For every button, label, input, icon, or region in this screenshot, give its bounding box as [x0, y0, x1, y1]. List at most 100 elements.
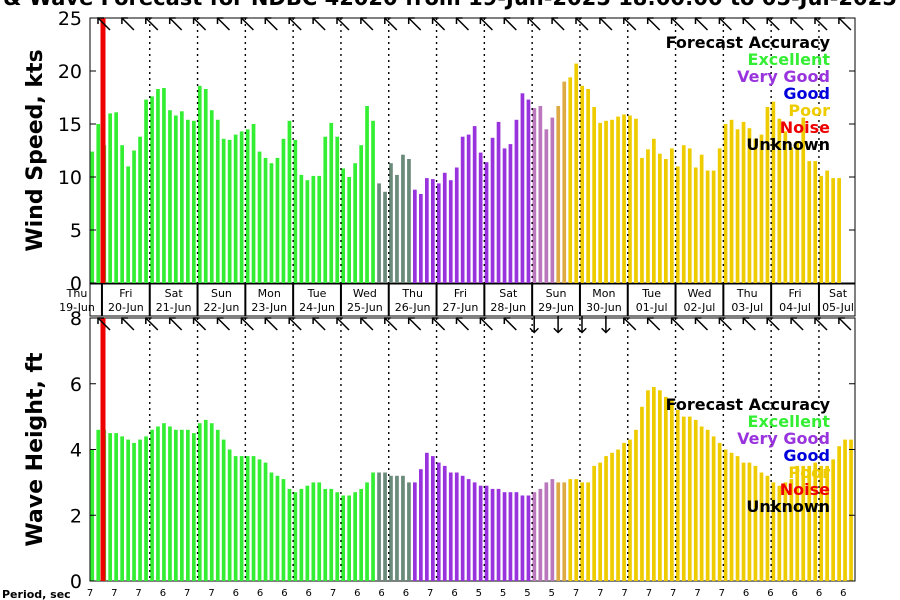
arrow-head — [551, 17, 559, 24]
y-axis-label: Wind Speed, kts — [23, 49, 48, 251]
arrow-head — [431, 317, 439, 324]
bar — [203, 89, 208, 283]
day-name: Fri — [119, 287, 132, 300]
direction-arrow — [718, 17, 732, 31]
direction-arrow — [312, 317, 326, 331]
bar — [771, 101, 776, 283]
period-value: 7 — [427, 588, 433, 599]
arrow-shaft — [97, 317, 111, 331]
bar — [544, 129, 549, 283]
period-value: 6 — [792, 588, 798, 599]
arrow-head — [168, 317, 176, 324]
direction-arrow — [312, 17, 326, 31]
arrow-head — [97, 317, 104, 324]
bar — [753, 465, 758, 581]
bar — [640, 157, 644, 283]
arrow-shaft — [288, 17, 302, 31]
bar — [568, 77, 573, 284]
arrow-shaft — [575, 17, 589, 31]
y-tick-label: 6 — [70, 374, 82, 396]
direction-arrow — [503, 17, 517, 31]
bar — [723, 449, 728, 581]
arrow-shaft — [742, 317, 756, 331]
bar — [586, 482, 590, 581]
day-name: Sat — [499, 287, 518, 300]
arrow-shaft — [694, 17, 709, 31]
direction-arrow — [529, 315, 539, 334]
arrow-head — [479, 317, 487, 324]
period-value: 6 — [840, 588, 846, 599]
direction-arrow — [599, 17, 613, 31]
bar — [168, 110, 172, 283]
bar — [837, 178, 841, 283]
bar — [108, 433, 112, 581]
bar — [646, 149, 650, 283]
direction-arrow — [336, 17, 350, 31]
arrow-head — [601, 327, 611, 334]
bar — [598, 462, 602, 581]
direction-arrow — [694, 317, 709, 331]
bar — [245, 129, 250, 283]
direction-arrow — [694, 17, 709, 31]
bar — [448, 180, 453, 283]
bar — [723, 124, 728, 283]
arrow-head — [407, 317, 415, 324]
arrow-shaft — [240, 17, 254, 31]
bar — [132, 442, 136, 581]
bar — [717, 148, 722, 283]
direction-arrow — [479, 17, 493, 31]
bar — [538, 488, 543, 581]
bar — [341, 495, 345, 581]
bar — [825, 170, 829, 283]
arrow-head — [360, 17, 367, 24]
bar — [460, 475, 465, 581]
arrow-head — [192, 317, 200, 324]
bar — [108, 113, 112, 284]
bar — [132, 150, 136, 283]
day-date: 23-Jun — [251, 301, 287, 314]
bar — [377, 183, 381, 283]
bar — [801, 465, 806, 581]
bar — [496, 488, 501, 581]
arrow-shaft — [312, 17, 326, 31]
bar — [789, 147, 794, 283]
bar — [395, 475, 399, 581]
direction-arrow — [670, 17, 685, 31]
bar — [634, 429, 638, 581]
bar — [395, 174, 399, 283]
period-value: 7 — [184, 588, 190, 599]
arrow-head — [384, 17, 391, 24]
bar — [335, 136, 340, 283]
bar — [466, 479, 471, 581]
day-date: 21-Jun — [156, 301, 192, 314]
bar — [556, 106, 561, 283]
direction-arrow — [240, 317, 254, 331]
arrow-shaft — [408, 317, 422, 331]
y-tick-label: 15 — [58, 114, 82, 136]
arrow-shaft — [814, 17, 828, 31]
direction-arrow — [766, 317, 780, 331]
arrow-head — [503, 317, 511, 324]
period-value: 6 — [816, 588, 822, 599]
arrow-head — [694, 17, 702, 24]
bar — [251, 456, 256, 581]
direction-arrow — [431, 17, 446, 31]
arrow-head — [599, 17, 606, 24]
bar — [120, 436, 124, 581]
arrow-head — [742, 17, 750, 24]
direction-arrow — [384, 317, 398, 331]
bar — [168, 426, 172, 581]
arrow-head — [97, 17, 104, 24]
bar — [765, 475, 770, 581]
direction-arrow — [623, 317, 637, 331]
day-date: 30-Jun — [586, 301, 622, 314]
bar — [592, 465, 596, 581]
day-name: Sun — [211, 287, 232, 300]
period-value: 7 — [330, 588, 336, 599]
period-value: 6 — [281, 588, 287, 599]
arrow-shaft — [503, 17, 517, 31]
bar — [604, 456, 608, 581]
bar — [263, 157, 268, 283]
period-value: 6 — [378, 588, 384, 599]
bar — [209, 110, 214, 283]
